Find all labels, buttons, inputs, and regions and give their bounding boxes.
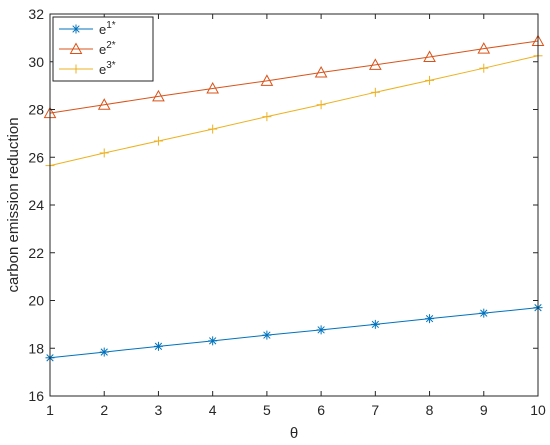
series-2 xyxy=(43,34,545,119)
legend-marker xyxy=(71,24,81,34)
data-point xyxy=(99,347,109,357)
y-tick-label: 32 xyxy=(28,6,44,22)
x-axis-label: θ xyxy=(290,425,298,442)
legend-marker xyxy=(69,42,83,54)
legend-marker xyxy=(71,64,81,74)
axis-layer: 1 2 3 4 5 6 7 8 9 10 16 18 20 22 24 26 28 30 32 xyxy=(28,6,546,418)
x-tick-label: 4 xyxy=(209,402,217,418)
data-point xyxy=(153,136,163,146)
data-point xyxy=(99,148,109,158)
y-tick-label: 24 xyxy=(28,197,44,213)
data-point xyxy=(425,75,435,85)
data-point xyxy=(208,124,218,134)
y-tick-label: 30 xyxy=(28,54,44,70)
data-point xyxy=(370,87,380,97)
legend-entry: e1* xyxy=(59,20,116,37)
data-point xyxy=(262,330,272,340)
x-tick-label: 7 xyxy=(371,402,379,418)
series-line xyxy=(49,55,539,167)
legend: e1* e2* e3* xyxy=(52,16,154,82)
data-point xyxy=(368,58,382,70)
x-tick-label: 8 xyxy=(426,402,434,418)
data-point xyxy=(479,63,489,73)
legend-entry: e3* xyxy=(59,60,116,77)
x-tick-label: 10 xyxy=(530,402,546,418)
y-tick-label: 20 xyxy=(28,293,44,309)
plot-frame xyxy=(49,13,539,397)
y-tick-label: 28 xyxy=(28,102,44,118)
series-line xyxy=(49,307,539,359)
data-point xyxy=(316,100,326,110)
legend-label: e1* xyxy=(99,20,116,37)
data-point xyxy=(479,308,489,318)
data-point xyxy=(208,336,218,346)
legend-entry: e2* xyxy=(59,40,116,57)
data-point xyxy=(262,112,272,122)
x-tick-label: 1 xyxy=(46,402,54,418)
data-point xyxy=(206,81,220,94)
x-tick-label: 5 xyxy=(263,402,271,418)
series-line xyxy=(49,40,539,114)
x-tick-label: 3 xyxy=(155,402,163,418)
data-point xyxy=(425,314,435,324)
data-point xyxy=(477,42,491,54)
data-point xyxy=(153,341,163,351)
x-tick-label: 9 xyxy=(480,402,488,418)
data-point xyxy=(423,50,436,62)
data-point xyxy=(260,74,274,86)
y-tick-label: 22 xyxy=(28,245,44,261)
data-point xyxy=(316,325,326,335)
data-point xyxy=(97,98,111,110)
data-point xyxy=(370,319,380,329)
data-point xyxy=(314,65,328,78)
y-axis-label: carbon emission reduction xyxy=(5,117,22,292)
legend-label: e2* xyxy=(99,40,116,57)
legend-label: e3* xyxy=(99,60,116,77)
y-tick-label: 26 xyxy=(28,149,44,165)
data-point xyxy=(152,89,165,102)
y-tick-label: 16 xyxy=(28,388,44,404)
x-tick-label: 2 xyxy=(100,402,108,418)
y-tick-label: 18 xyxy=(28,340,44,356)
x-tick-label: 6 xyxy=(317,402,325,418)
